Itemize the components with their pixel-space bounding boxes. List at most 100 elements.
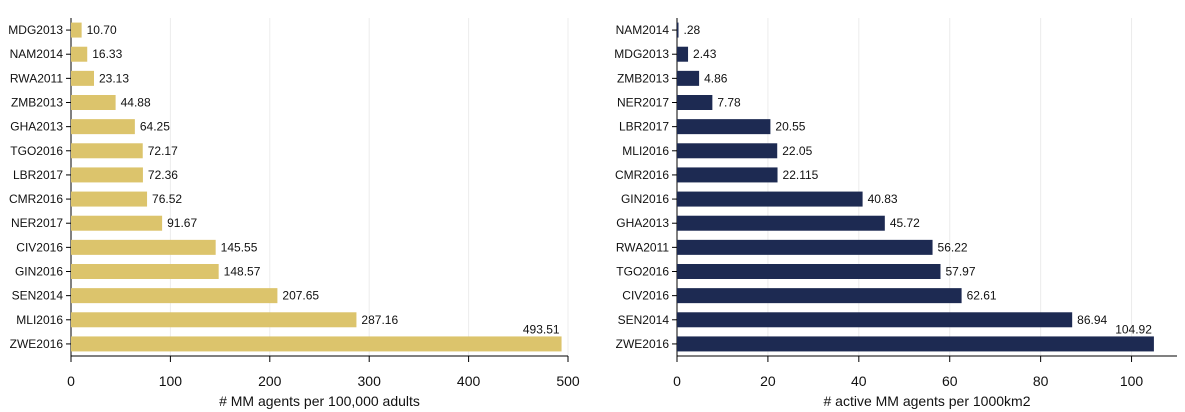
value-label-nam2014: 16.33 (92, 47, 122, 61)
x-axis-title: # active MM agents per 1000km2 (824, 393, 1031, 409)
category-label-ner2017: NER2017 (11, 216, 63, 230)
value-label-civ2016: 145.55 (221, 240, 258, 254)
category-label-sen2014: SEN2014 (618, 313, 670, 327)
bar-rwa2011 (677, 239, 933, 255)
chart-agents-per-area: 0 20 40 60 80 100 # active MM agents per 1000k… (614, 18, 1177, 409)
value-label-civ2016: 62.61 (967, 289, 997, 303)
bar-cmr2016 (71, 191, 148, 207)
value-label-zwe2016: 493.51 (523, 322, 560, 336)
value-label-mli2016: 287.16 (361, 313, 398, 327)
bar-lbr2017 (71, 167, 143, 183)
value-label-tgo2016: 57.97 (946, 265, 976, 279)
value-label-zmb2013: 44.88 (121, 96, 151, 110)
bar-gin2016 (677, 191, 863, 207)
x-tick-label: 100 (159, 373, 183, 389)
bar-rwa2011 (71, 70, 94, 86)
value-label-nam2014: .28 (684, 23, 701, 37)
category-label-nam2014: NAM2014 (616, 23, 670, 37)
x-tick-label: 60 (942, 373, 958, 389)
value-label-gin2016: 148.57 (224, 265, 261, 279)
bar-tgo2016 (71, 143, 143, 159)
bar-sen2014 (71, 288, 278, 304)
bar-nam2014 (71, 46, 88, 62)
bar-mdg2013 (71, 22, 82, 38)
bar-ner2017 (71, 215, 163, 231)
value-label-gha2013: 64.25 (140, 120, 170, 134)
bar-cmr2016 (677, 167, 778, 183)
category-label-gha2013: GHA2013 (616, 216, 669, 230)
category-label-gha2013: GHA2013 (10, 120, 63, 134)
value-label-lbr2017: 72.36 (148, 168, 178, 182)
bar-zwe2016 (677, 336, 1154, 352)
category-label-gin2016: GIN2016 (15, 265, 63, 279)
value-label-gin2016: 40.83 (868, 192, 898, 206)
bar-civ2016 (677, 288, 962, 304)
bar-mli2016 (677, 143, 778, 159)
x-tick-label: 80 (1033, 373, 1049, 389)
category-label-zwe2016: ZWE2016 (616, 337, 670, 351)
value-label-zmb2013: 4.86 (704, 71, 728, 85)
x-tick-label: 40 (851, 373, 867, 389)
value-label-sen2014: 86.94 (1077, 313, 1107, 327)
value-label-cmr2016: 22.115 (783, 168, 819, 182)
category-label-lbr2017: LBR2017 (619, 120, 669, 134)
category-label-mdg2013: MDG2013 (614, 47, 669, 61)
bar-lbr2017 (677, 119, 771, 135)
category-label-cmr2016: CMR2016 (9, 192, 63, 206)
x-tick-label: 0 (673, 373, 681, 389)
bar-sen2014 (677, 312, 1073, 328)
bar-gha2013 (71, 119, 135, 135)
bar-gha2013 (677, 215, 885, 231)
category-label-tgo2016: TGO2016 (10, 144, 63, 158)
bar-nam2014 (677, 22, 679, 38)
category-label-cmr2016: CMR2016 (615, 168, 669, 182)
bar-mdg2013 (677, 46, 689, 62)
x-tick-label: 0 (67, 373, 75, 389)
value-label-mdg2013: 10.70 (87, 23, 117, 37)
category-label-mli2016: MLI2016 (16, 313, 63, 327)
bar-zmb2013 (71, 95, 116, 110)
category-label-civ2016: CIV2016 (16, 240, 63, 254)
category-label-mli2016: MLI2016 (622, 144, 669, 158)
value-label-zwe2016: 104.92 (1115, 322, 1152, 336)
bar-gin2016 (71, 264, 219, 279)
x-tick-label: 300 (358, 373, 382, 389)
category-label-sen2014: SEN2014 (12, 289, 64, 303)
category-label-zwe2016: ZWE2016 (10, 337, 64, 351)
value-label-sen2014: 207.65 (282, 289, 319, 303)
category-label-rwa2011: RWA2011 (616, 240, 669, 254)
category-label-ner2017: NER2017 (617, 96, 669, 110)
category-label-nam2014: NAM2014 (10, 47, 64, 61)
value-label-ner2017: 7.78 (717, 96, 741, 110)
category-label-gin2016: GIN2016 (621, 192, 669, 206)
category-label-rwa2011: RWA2011 (10, 71, 63, 85)
category-label-civ2016: CIV2016 (622, 289, 669, 303)
value-label-ner2017: 91.67 (167, 216, 197, 230)
value-label-rwa2011: 23.13 (99, 71, 129, 85)
bar-ner2017 (677, 95, 713, 110)
category-label-mdg2013: MDG2013 (8, 23, 63, 37)
value-label-cmr2016: 76.52 (152, 192, 182, 206)
x-tick-label: 500 (556, 373, 580, 389)
bar-zmb2013 (677, 70, 700, 86)
bar-zwe2016 (71, 336, 562, 352)
bar-tgo2016 (677, 264, 941, 279)
category-label-zmb2013: ZMB2013 (11, 96, 63, 110)
x-tick-label: 100 (1120, 373, 1144, 389)
bar-mli2016 (71, 312, 357, 328)
x-tick-label: 200 (258, 373, 282, 389)
value-label-rwa2011: 56.22 (938, 240, 968, 254)
x-tick-label: 20 (760, 373, 776, 389)
category-label-tgo2016: TGO2016 (616, 265, 669, 279)
x-tick-label: 400 (457, 373, 481, 389)
bar-civ2016 (71, 239, 216, 255)
x-axis-title: # MM agents per 100,000 adults (219, 393, 420, 409)
value-label-mli2016: 22.05 (782, 144, 812, 158)
value-label-lbr2017: 20.55 (775, 120, 805, 134)
value-label-gha2013: 45.72 (890, 216, 920, 230)
category-label-zmb2013: ZMB2013 (617, 71, 669, 85)
value-label-tgo2016: 72.17 (148, 144, 178, 158)
chart-agents-per-adults: 0 100 200 300 400 500 # MM agents per 100,000 … (8, 18, 580, 409)
category-label-lbr2017: LBR2017 (13, 168, 63, 182)
